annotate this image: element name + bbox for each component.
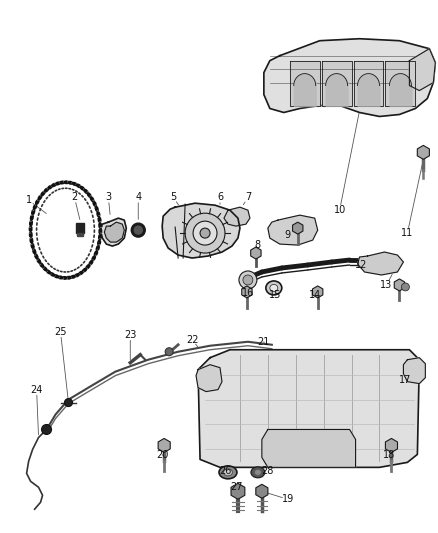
Bar — [78, 233, 83, 236]
Circle shape — [200, 228, 210, 238]
Ellipse shape — [219, 466, 237, 479]
Text: 3: 3 — [105, 192, 111, 202]
Text: 7: 7 — [245, 192, 251, 202]
Text: 17: 17 — [399, 375, 412, 385]
Circle shape — [165, 348, 173, 356]
Circle shape — [401, 283, 410, 291]
Text: 22: 22 — [186, 335, 198, 345]
Polygon shape — [104, 222, 124, 242]
Polygon shape — [290, 61, 320, 106]
Text: 24: 24 — [30, 385, 43, 394]
Text: 14: 14 — [308, 290, 321, 300]
Bar — [77, 223, 85, 233]
Polygon shape — [224, 207, 250, 226]
Ellipse shape — [251, 467, 265, 478]
Circle shape — [185, 213, 225, 253]
Polygon shape — [410, 49, 435, 91]
Text: 20: 20 — [156, 450, 168, 461]
Polygon shape — [262, 430, 356, 467]
Circle shape — [42, 424, 52, 434]
Circle shape — [134, 226, 142, 234]
Circle shape — [131, 223, 145, 237]
Polygon shape — [264, 39, 435, 117]
Text: 12: 12 — [355, 260, 368, 270]
Ellipse shape — [270, 285, 278, 292]
Polygon shape — [196, 365, 222, 392]
Text: 26: 26 — [219, 466, 231, 477]
Text: 9: 9 — [285, 230, 291, 240]
Circle shape — [64, 399, 72, 407]
Polygon shape — [385, 61, 415, 106]
Circle shape — [193, 221, 217, 245]
Text: 11: 11 — [401, 228, 413, 238]
Ellipse shape — [254, 470, 261, 475]
Ellipse shape — [223, 469, 233, 476]
Polygon shape — [321, 61, 352, 106]
Circle shape — [239, 271, 257, 289]
Polygon shape — [403, 358, 425, 384]
Text: 13: 13 — [380, 280, 392, 290]
Polygon shape — [100, 218, 126, 246]
Text: 23: 23 — [124, 330, 137, 340]
Text: 1: 1 — [25, 195, 32, 205]
Text: 15: 15 — [268, 290, 281, 300]
Text: 8: 8 — [255, 240, 261, 250]
Text: 18: 18 — [383, 450, 396, 461]
Text: 25: 25 — [54, 327, 67, 337]
Text: 21: 21 — [258, 337, 270, 347]
Text: 27: 27 — [231, 482, 243, 492]
Polygon shape — [162, 203, 240, 258]
Polygon shape — [268, 215, 318, 245]
Text: 5: 5 — [170, 192, 176, 202]
Text: 19: 19 — [282, 494, 294, 504]
Polygon shape — [357, 252, 403, 275]
Text: 16: 16 — [242, 288, 254, 298]
Text: 2: 2 — [71, 192, 78, 202]
Polygon shape — [353, 61, 384, 106]
Circle shape — [243, 275, 253, 285]
Text: 28: 28 — [261, 466, 274, 477]
Text: 6: 6 — [217, 192, 223, 202]
Polygon shape — [198, 350, 419, 467]
Text: 4: 4 — [135, 192, 141, 202]
Text: 10: 10 — [333, 205, 346, 215]
Ellipse shape — [266, 281, 282, 295]
